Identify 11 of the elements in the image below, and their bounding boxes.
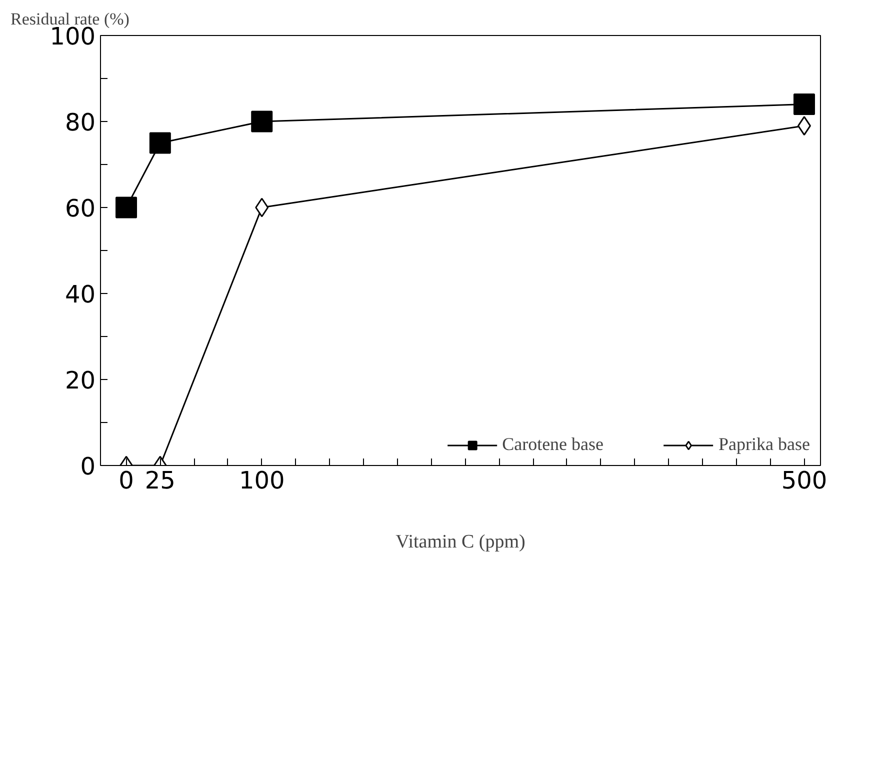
y-tick-label: 60 (64, 194, 96, 222)
x-tick-label: 25 (144, 466, 176, 494)
x-tick-label: 500 (781, 466, 828, 494)
y-tick-label: 20 (64, 366, 96, 394)
legend-label: Paprika base (718, 434, 810, 455)
y-tick-label: 80 (64, 108, 96, 136)
x-axis-title: Vitamin C (ppm) (396, 532, 526, 552)
x-tick-label: 100 (238, 466, 285, 494)
legend-label: Carotene base (502, 434, 604, 455)
y-tick-label: 40 (64, 280, 96, 308)
x-tick-label: 0 (118, 466, 134, 494)
